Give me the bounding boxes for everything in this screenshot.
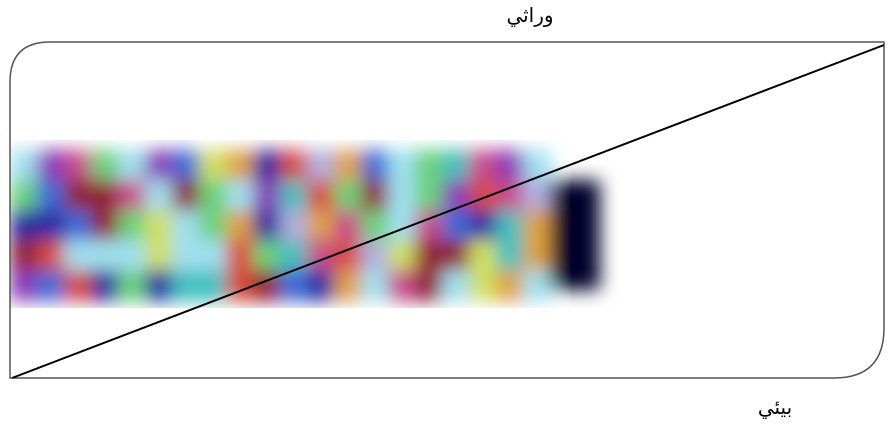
mosaic-tile <box>361 180 389 211</box>
mosaic-tile <box>145 180 173 211</box>
mosaic-tile <box>361 270 389 301</box>
mosaic-tile <box>415 270 443 301</box>
mosaic-tile <box>334 150 362 181</box>
mosaic-tile <box>64 240 92 271</box>
mosaic-tile <box>145 240 173 271</box>
mosaic-tile <box>118 150 146 181</box>
mosaic-tile <box>523 180 551 211</box>
mosaic-tile <box>10 150 38 181</box>
mosaic-tile <box>172 150 200 181</box>
blurred-strip <box>10 150 600 301</box>
mosaic-tile <box>118 240 146 271</box>
mosaic-tile <box>10 270 38 301</box>
mosaic-tile <box>199 150 227 181</box>
mosaic-tile <box>280 180 308 211</box>
mosaic-tile <box>280 210 308 241</box>
top-label: وراثي <box>506 3 553 28</box>
mosaic-tile <box>226 180 254 211</box>
mosaic-tile <box>172 270 200 301</box>
mosaic-tile <box>37 210 65 241</box>
mosaic-tile <box>10 180 38 211</box>
mosaic-tile <box>172 210 200 241</box>
mosaic-tile <box>172 240 200 271</box>
mosaic-tile <box>145 270 173 301</box>
mosaic-tile <box>91 150 119 181</box>
mosaic-tile <box>334 180 362 211</box>
mosaic-tile <box>226 210 254 241</box>
mosaic-tile <box>118 180 146 211</box>
mosaic-tile <box>253 240 281 271</box>
mosaic-tile <box>91 180 119 211</box>
mosaic-tile <box>496 150 524 181</box>
mosaic-tile <box>91 240 119 271</box>
mosaic-tile <box>10 240 38 271</box>
mosaic-tile <box>307 150 335 181</box>
mosaic-tile <box>91 210 119 241</box>
mosaic-tile <box>37 180 65 211</box>
mosaic-tile <box>64 150 92 181</box>
mosaic-tile <box>442 210 470 241</box>
mosaic-tile <box>199 240 227 271</box>
mosaic-tile <box>199 210 227 241</box>
mosaic-tile <box>415 150 443 181</box>
mosaic-tile <box>145 150 173 181</box>
mosaic-tile <box>37 270 65 301</box>
mosaic-tile <box>64 210 92 241</box>
mosaic-tile <box>469 270 497 301</box>
mosaic-tile <box>442 270 470 301</box>
mosaic-tile <box>361 240 389 271</box>
mosaic-tile <box>280 150 308 181</box>
mosaic-tile <box>469 180 497 211</box>
mosaic-tile <box>91 270 119 301</box>
mosaic-tile <box>334 240 362 271</box>
mosaic-tile <box>469 240 497 271</box>
mosaic-tile <box>388 180 416 211</box>
mosaic-tile <box>37 240 65 271</box>
mosaic-tile <box>523 210 551 241</box>
mosaic-tile <box>253 150 281 181</box>
mosaic-tile <box>442 180 470 211</box>
mosaic-tile <box>37 150 65 181</box>
mosaic-tile <box>415 240 443 271</box>
mosaic-tile <box>226 270 254 301</box>
mosaic-tile <box>469 150 497 181</box>
mosaic-tile <box>442 150 470 181</box>
mosaic-tile <box>496 270 524 301</box>
mosaic-tile <box>388 270 416 301</box>
mosaic-tile <box>226 150 254 181</box>
mosaic-tile <box>307 210 335 241</box>
mosaic-tile <box>388 240 416 271</box>
mosaic-tile <box>10 210 38 241</box>
mosaic-tile <box>253 180 281 211</box>
mosaic-tile <box>199 180 227 211</box>
mosaic-tile <box>388 150 416 181</box>
mosaic-tile <box>253 210 281 241</box>
mosaic-tile <box>523 270 551 301</box>
mosaic-tile <box>442 240 470 271</box>
mosaic-tile <box>307 270 335 301</box>
mosaic-tile <box>64 180 92 211</box>
mosaic-tile <box>145 210 173 241</box>
mosaic-tile <box>253 270 281 301</box>
mosaic-tile <box>226 240 254 271</box>
mosaic-tile <box>523 240 551 271</box>
mosaic-tile <box>199 270 227 301</box>
mosaic-tile <box>361 150 389 181</box>
mosaic-tile <box>334 270 362 301</box>
page: وراثي بيئي (() => { const data = JSON.pa… <box>0 0 888 430</box>
mosaic-tile <box>550 180 600 290</box>
mosaic-tile <box>496 240 524 271</box>
mosaic-tile <box>118 210 146 241</box>
mosaic-tile <box>496 210 524 241</box>
mosaic-tile <box>523 150 551 181</box>
mosaic-tile <box>307 180 335 211</box>
mosaic-tile <box>64 270 92 301</box>
diagram: وراثي بيئي <box>0 0 888 430</box>
mosaic-tile <box>415 180 443 211</box>
mosaic-tile <box>172 180 200 211</box>
mosaic-tile <box>334 210 362 241</box>
mosaic-tile <box>118 270 146 301</box>
mosaic-tile <box>469 210 497 241</box>
bottom-label: بيئي <box>758 395 792 420</box>
